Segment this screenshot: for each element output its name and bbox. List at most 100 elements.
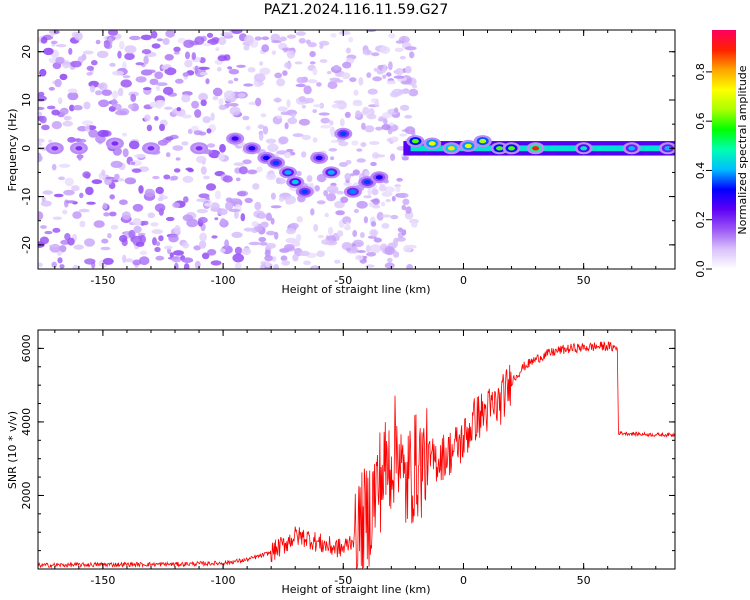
heatmap-speckle [320, 124, 331, 129]
heatmap-speckle [364, 170, 370, 176]
heatmap-speckle [352, 101, 363, 107]
heatmap-speckle [216, 67, 222, 72]
heatmap-speckle [303, 260, 311, 266]
heatmap-speckle [253, 73, 266, 82]
x-tick-label: 50 [577, 574, 591, 587]
heatmap-speckle [341, 72, 351, 79]
heatmap-speckle [236, 191, 247, 197]
heatmap-speckle [277, 106, 288, 112]
heatmap-speckle [312, 266, 318, 269]
heatmap-speckle [299, 250, 310, 257]
heatmap-speckle [89, 85, 96, 93]
heatmap-speckle [59, 107, 69, 115]
heatmap-speckle [162, 86, 174, 95]
heatmap-speckle [95, 39, 101, 45]
heatmap-speckle [304, 97, 315, 104]
heatmap-speckle [143, 87, 152, 91]
heatmap-speckle [386, 80, 397, 85]
heatmap-speckle [202, 43, 212, 47]
heatmap-feature [363, 179, 371, 185]
heatmap-speckle [74, 31, 83, 41]
heatmap-feature [375, 175, 383, 180]
heatmap-speckle [228, 68, 240, 75]
heatmap-speckle [51, 121, 62, 130]
heatmap-speckle [352, 230, 358, 237]
heatmap-speckle [363, 195, 372, 199]
heatmap-speckle [220, 218, 226, 225]
heatmap-speckle [334, 259, 341, 264]
heatmap-speckle [348, 36, 354, 43]
heatmap-speckle [181, 94, 191, 103]
heatmap-speckle [124, 45, 137, 54]
colorbar-label: Normalized spectral amplitude [736, 65, 749, 234]
heatmap-speckle [224, 239, 230, 249]
heatmap-speckle [399, 55, 406, 60]
heatmap-speckle [372, 76, 382, 82]
heatmap-speckle [234, 246, 243, 255]
heatmap-speckle [109, 194, 115, 200]
heatmap-speckle [309, 51, 316, 58]
heatmap-speckle [279, 36, 287, 42]
heatmap-speckle [146, 69, 156, 74]
spectrogram-frame [37, 29, 676, 270]
heatmap-speckle [57, 257, 63, 264]
heatmap-feature [508, 146, 515, 151]
heatmap-speckle [342, 216, 352, 225]
heatmap-speckle [164, 67, 177, 76]
heatmap-speckle [335, 210, 345, 216]
heatmap-speckle [228, 103, 239, 107]
heatmap-speckle [173, 250, 184, 256]
heatmap-speckle [77, 125, 88, 132]
heatmap-speckle [411, 84, 418, 89]
heatmap-speckle [369, 141, 380, 145]
heatmap-speckle [339, 118, 345, 127]
heatmap-speckle [390, 214, 399, 220]
heatmap-speckle [318, 234, 324, 239]
heatmap-speckle [39, 115, 47, 124]
heatmap-speckle [206, 128, 212, 134]
heatmap-speckle [403, 244, 412, 253]
heatmap-speckle [52, 227, 61, 233]
heatmap-speckle [260, 113, 267, 118]
heatmap-speckle [291, 113, 296, 118]
heatmap-speckle [124, 258, 134, 263]
heatmap-speckle [170, 175, 179, 181]
heatmap-speckle [340, 196, 349, 204]
y-tick-label: 10 [20, 93, 33, 107]
heatmap-speckle [392, 239, 399, 248]
heatmap-speckle [338, 141, 349, 147]
heatmap-speckle [362, 49, 373, 56]
heatmap-speckle [101, 169, 106, 177]
heatmap-speckle [100, 246, 111, 251]
heatmap-speckle [384, 186, 395, 194]
heatmap-speckle [270, 217, 275, 225]
heatmap-speckle [130, 93, 137, 102]
heatmap-speckle [366, 72, 372, 78]
heatmap-speckle [150, 222, 159, 227]
heatmap-speckle [360, 232, 365, 238]
heatmap-speckle [362, 106, 370, 115]
heatmap-speckle [152, 175, 160, 180]
heatmap-speckle [366, 30, 377, 33]
heatmap-speckle [307, 79, 318, 84]
heatmap-speckle [307, 42, 317, 48]
heatmap-speckle [158, 235, 164, 242]
heatmap-speckle [203, 175, 210, 180]
heatmap-speckle [173, 46, 181, 53]
heatmap-speckle [157, 197, 164, 202]
heatmap-speckle [301, 104, 306, 109]
heatmap-speckle [210, 260, 222, 266]
heatmap-speckle [327, 81, 338, 89]
heatmap-speckle [367, 187, 372, 196]
heatmap-speckle [370, 98, 377, 103]
heatmap-speckle [194, 260, 201, 269]
heatmap-speckle [397, 227, 403, 233]
heatmap-speckle [329, 120, 334, 126]
heatmap-speckle [172, 202, 181, 209]
heatmap-speckle [259, 61, 264, 66]
heatmap-speckle [283, 244, 295, 251]
heatmap-speckle [181, 257, 194, 264]
heatmap-speckle [233, 162, 245, 167]
heatmap-speckle [294, 61, 303, 65]
